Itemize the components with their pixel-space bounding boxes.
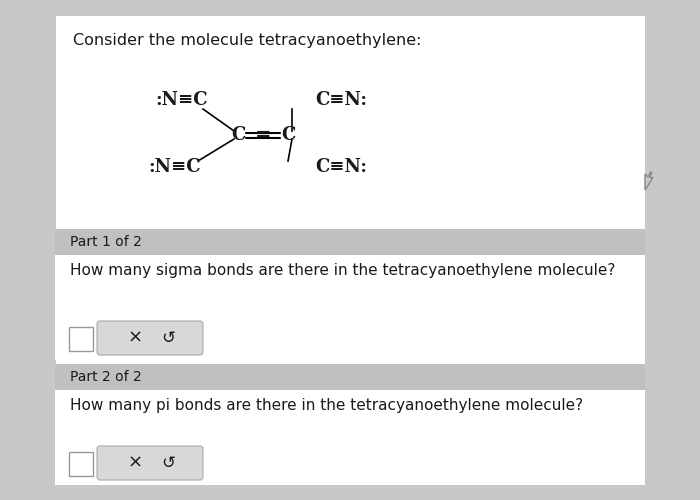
Text: ×: × [127,329,143,347]
Bar [55,229,645,255]
FancyBboxPatch shape [69,452,93,476]
Bar [55,364,645,390]
FancyBboxPatch shape [97,446,203,480]
Text: Consider the molecule tetracyanoethylene:: Consider the molecule tetracyanoethylene… [73,33,421,48]
FancyBboxPatch shape [69,327,93,351]
Text: C: C [231,126,245,144]
Bar [55,390,645,485]
Text: How many pi bonds are there in the tetracyanoethylene molecule?: How many pi bonds are there in the tetra… [70,398,583,413]
Text: :N≡C: :N≡C [148,158,201,176]
Bar [55,15,645,485]
Text: ↺: ↺ [161,454,175,472]
Text: =: = [255,126,272,144]
Text: :N≡C: :N≡C [155,91,208,109]
Text: C≡N:: C≡N: [315,158,367,176]
Text: C≡N:: C≡N: [315,91,367,109]
Bar [55,255,645,360]
Text: ×: × [127,454,143,472]
Text: C: C [281,126,295,144]
FancyBboxPatch shape [97,321,203,355]
Text: Part 2 of 2: Part 2 of 2 [70,370,141,384]
Text: Part 1 of 2: Part 1 of 2 [70,235,142,249]
Text: How many sigma bonds are there in the tetracyanoethylene molecule?: How many sigma bonds are there in the te… [70,263,615,278]
Text: ↺: ↺ [161,329,175,347]
